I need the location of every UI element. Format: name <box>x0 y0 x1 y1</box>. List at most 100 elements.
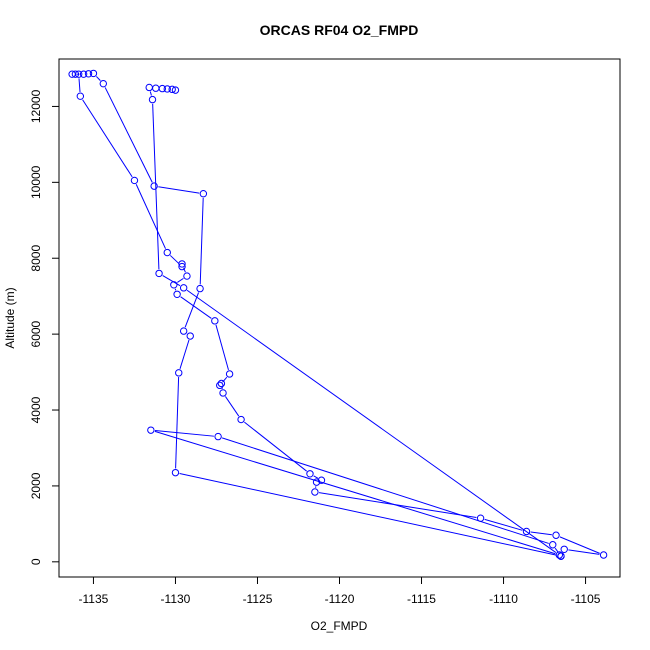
data-point <box>170 281 178 289</box>
data-point <box>306 470 314 478</box>
data-point <box>211 317 219 325</box>
data-point <box>179 284 188 292</box>
data-point <box>163 85 171 93</box>
data-point <box>147 426 155 434</box>
x-tick-label: -1110 <box>489 592 518 606</box>
plot-frame <box>58 58 621 578</box>
data-point <box>555 551 564 559</box>
series-segment <box>169 255 180 265</box>
x-tick-label: -1125 <box>243 592 273 606</box>
data-point <box>175 369 183 377</box>
data-point <box>216 381 224 390</box>
data-point <box>148 95 157 104</box>
series-segment <box>568 549 600 555</box>
data-point <box>237 415 245 424</box>
data-point <box>150 182 158 190</box>
series-segment <box>154 430 214 437</box>
data-point <box>178 260 186 268</box>
data-point <box>196 284 204 293</box>
series-segment <box>180 296 212 319</box>
data-point <box>76 92 85 100</box>
data-point <box>158 84 167 93</box>
series-segment <box>559 536 600 554</box>
data-point <box>186 332 194 340</box>
data-point <box>312 478 321 486</box>
data-point <box>84 70 93 78</box>
data-point <box>171 468 180 477</box>
data-point <box>89 69 98 78</box>
data-point <box>152 84 160 92</box>
data-point <box>183 272 191 280</box>
series-segment <box>183 267 186 273</box>
series-segment <box>175 377 180 469</box>
y-tick-label: 10000 <box>29 165 43 199</box>
series-lines <box>76 73 600 556</box>
data-point <box>476 514 485 522</box>
y-tick-label: 12000 <box>29 89 43 123</box>
data-point <box>163 248 171 257</box>
x-tick-label: -1115 <box>407 592 436 606</box>
data-point <box>168 85 176 94</box>
series-segment <box>177 277 184 283</box>
y-tick-label: 0 <box>29 558 43 565</box>
x-tick-label: -1105 <box>571 592 601 606</box>
data-point <box>225 370 234 378</box>
data-point <box>214 432 222 441</box>
series-segment <box>149 91 152 96</box>
series-segment <box>179 339 190 369</box>
data-point <box>317 476 326 484</box>
x-tick-label: -1135 <box>79 592 109 606</box>
x-axis: -1135 -1130 -1125 -1120 -1115 -1110 -1105 <box>79 576 601 606</box>
series-segment <box>82 99 133 178</box>
data-point <box>79 70 88 78</box>
series-segment <box>222 376 228 383</box>
data-point <box>179 327 188 335</box>
data-point <box>99 79 107 88</box>
series-segment <box>221 437 549 544</box>
data-point <box>311 488 319 496</box>
series-segment <box>184 292 200 328</box>
data-point <box>178 262 186 271</box>
data-point <box>599 551 608 559</box>
y-tick-label: 6000 <box>29 320 43 347</box>
data-point <box>217 379 226 388</box>
data-point <box>199 190 208 198</box>
series-segment <box>244 421 307 472</box>
series-points <box>68 69 608 560</box>
y-axis: 0 2000 4000 6000 8000 10000 12000 <box>29 89 60 565</box>
series-segment <box>199 197 204 285</box>
x-tick-label: -1130 <box>161 592 191 606</box>
y-axis-label: Altitude (m) <box>3 287 17 348</box>
x-tick-label: -1120 <box>325 592 355 606</box>
series-segment <box>186 289 557 553</box>
y-tick-label: 2000 <box>29 472 43 499</box>
series-segment <box>224 396 240 417</box>
series-segment <box>313 475 319 479</box>
data-point <box>171 86 180 94</box>
series-segment <box>78 78 81 93</box>
y-tick-label: 4000 <box>29 396 43 423</box>
data-point <box>219 389 227 397</box>
series-segment <box>174 288 177 291</box>
data-point <box>130 176 139 185</box>
series-segment <box>215 324 229 371</box>
series-segment <box>179 473 557 556</box>
y-tick-label: 8000 <box>29 245 43 272</box>
data-point <box>145 83 153 92</box>
data-point <box>552 531 560 539</box>
data-point <box>560 545 568 553</box>
series-segment <box>158 186 200 194</box>
data-point <box>549 541 557 549</box>
series-segment <box>152 103 160 270</box>
series-segment <box>95 76 101 81</box>
data-point <box>68 70 76 78</box>
series-segment <box>135 184 166 249</box>
data-point <box>71 70 80 78</box>
series-segment <box>154 430 556 555</box>
data-point <box>522 527 531 536</box>
chart-title: ORCAS RF04 O2_FMPD <box>260 22 419 38</box>
x-axis-label: O2_FMPD <box>311 619 368 633</box>
data-point <box>155 269 163 278</box>
series-segment <box>104 87 153 183</box>
